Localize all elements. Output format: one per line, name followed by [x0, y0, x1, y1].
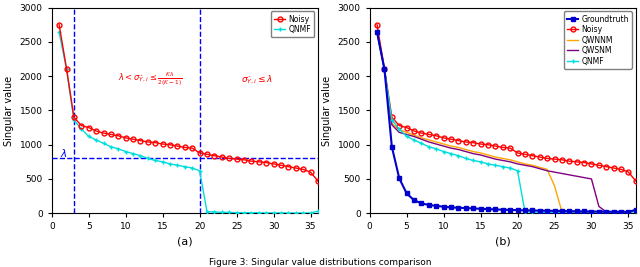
Text: $\lambda < \sigma_{\hat{Y},i} \leq \frac{K\lambda}{2(K-1)}$: $\lambda < \sigma_{\hat{Y},i} \leq \frac… [118, 71, 182, 88]
X-axis label: (b): (b) [495, 237, 511, 247]
Text: Figure 3: Singular value distributions comparison: Figure 3: Singular value distributions c… [209, 258, 431, 267]
X-axis label: (a): (a) [177, 237, 193, 247]
Y-axis label: Singular value: Singular value [4, 75, 14, 146]
Legend: Groundtruth, Noisy, QWNNM, QWSNM, QNMF: Groundtruth, Noisy, QWNNM, QWSNM, QNMF [564, 11, 632, 69]
Legend: Noisy, QNMF: Noisy, QNMF [271, 11, 314, 37]
Y-axis label: Singular value: Singular value [322, 75, 332, 146]
Text: $\sigma_{\hat{Y},i} \leq \lambda$: $\sigma_{\hat{Y},i} \leq \lambda$ [241, 73, 273, 86]
Text: $\lambda$: $\lambda$ [60, 147, 67, 159]
